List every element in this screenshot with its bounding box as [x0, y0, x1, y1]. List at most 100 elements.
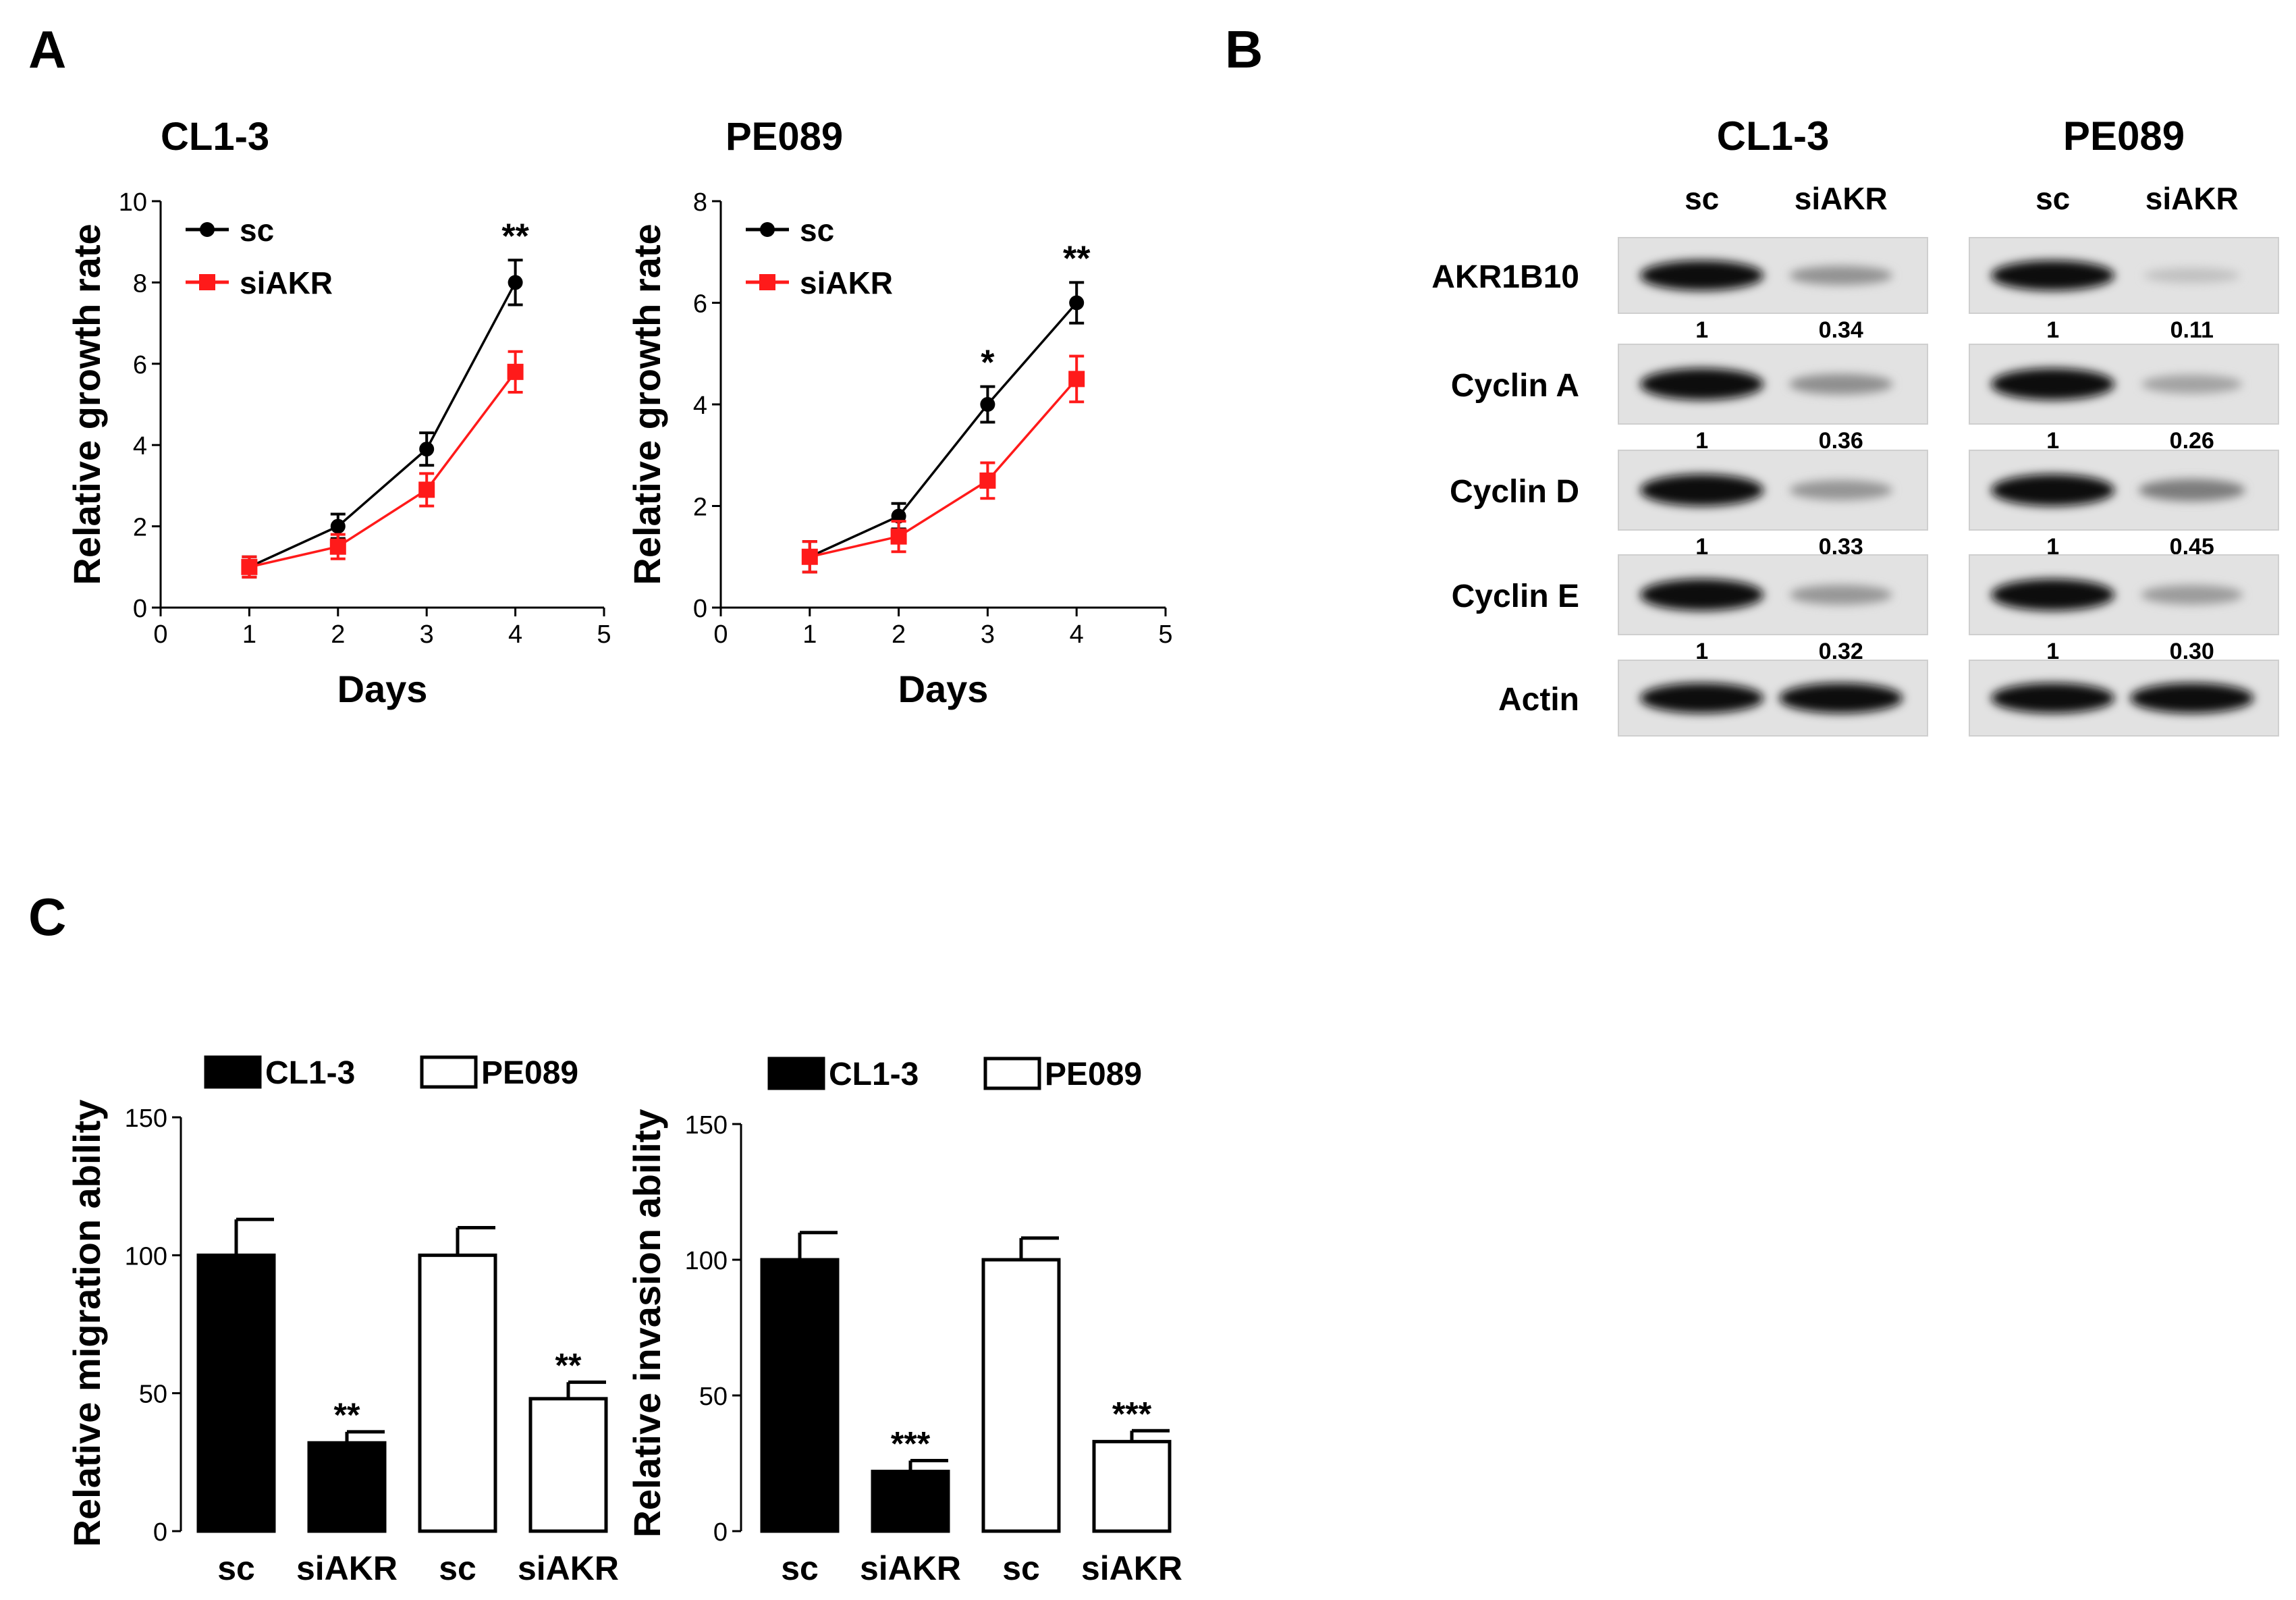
data-point-sc: [508, 275, 523, 290]
x-tick-label: 2: [331, 620, 345, 649]
bar-sc: [418, 1253, 497, 1533]
x-tick-label: 0: [713, 620, 728, 649]
lane-label-siAKR: siAKR: [2145, 181, 2239, 216]
y-tick-label: 150: [685, 1111, 728, 1140]
data-point-sc: [1069, 295, 1085, 311]
protein-band: [2143, 267, 2240, 284]
protein-band: [2138, 479, 2245, 502]
x-category-label: siAKR: [860, 1549, 961, 1587]
legend-marker-sc: [200, 222, 215, 237]
protein-label: Cyclin A: [1451, 368, 1579, 404]
significance-label: **: [1063, 239, 1091, 278]
y-tick-label: 6: [133, 351, 147, 379]
x-category-label: sc: [1002, 1549, 1040, 1587]
y-tick-label: 4: [133, 432, 147, 460]
migration-bar-chart: 0 50 100 150 Relative migration ability sc ** s…: [65, 1055, 619, 1587]
protein-label: AKR1B10: [1431, 259, 1579, 295]
legend-swatch-CL1-3: [204, 1055, 262, 1089]
y-tick-label: 2: [133, 514, 147, 542]
x-tick-label: 1: [802, 620, 817, 649]
growth-chart-cl13: CL1-3 0 2 4 6 8 10 0 1 2 3 4 5 Days Relative growth ra…: [65, 115, 611, 710]
x-axis-label: Days: [898, 668, 989, 710]
protein-label: Cyclin E: [1452, 579, 1579, 614]
data-point-sc: [980, 397, 995, 412]
significance-label: ***: [891, 1424, 931, 1462]
legend-swatch-PE089: [983, 1057, 1041, 1090]
series-line-sc: [809, 302, 1078, 558]
x-category-label: siAKR: [296, 1549, 398, 1587]
lane-label-siAKR: siAKR: [1795, 181, 1888, 216]
x-tick-label: 0: [153, 620, 167, 649]
bar-siAKR: [1092, 1439, 1172, 1533]
y-axis-label: Relative invasion ability: [626, 1109, 668, 1538]
y-tick-label: 100: [685, 1247, 728, 1275]
significance-label: **: [334, 1396, 360, 1434]
significance-label: **: [501, 217, 529, 256]
data-point-siAKR: [801, 548, 818, 565]
legend-label-sc: sc: [800, 213, 834, 248]
protein-band: [1640, 683, 1764, 714]
band-quantification: 0.34: [1819, 317, 1863, 343]
y-tick-label: 2: [693, 494, 707, 522]
legend-marker-siAKR: [759, 274, 775, 290]
bar-siAKR: [307, 1441, 387, 1533]
band-quantification: 1: [2046, 317, 2059, 343]
chart-title: PE089: [726, 115, 843, 159]
protein-band: [1640, 260, 1764, 291]
legend-label-PE089: PE089: [1045, 1057, 1142, 1092]
band-quantification: 1: [1695, 534, 1708, 560]
x-tick-label: 4: [508, 620, 522, 649]
protein-band: [1789, 265, 1893, 286]
legend-label-siAKR: siAKR: [800, 265, 893, 300]
bar-sc: [981, 1258, 1061, 1533]
significance-label: ***: [1112, 1395, 1152, 1433]
x-category-label: sc: [781, 1549, 819, 1587]
band-quantification: 1: [1695, 639, 1708, 664]
x-category-label: siAKR: [1081, 1549, 1182, 1587]
data-point-siAKR: [890, 528, 907, 545]
lane-label-sc: sc: [2035, 181, 2070, 216]
legend-marker-siAKR: [199, 274, 215, 290]
x-tick-label: 2: [892, 620, 906, 649]
y-axis-label: Relative migration ability: [65, 1100, 108, 1547]
significance-label: *: [981, 344, 995, 383]
band-quantification: 1: [1695, 317, 1708, 343]
protein-band: [1640, 368, 1764, 400]
protein-label: Cyclin D: [1450, 474, 1579, 510]
x-tick-label: 3: [420, 620, 434, 649]
data-point-siAKR: [241, 558, 258, 575]
data-point-siAKR: [979, 472, 996, 489]
panel-label-b: B: [1225, 20, 1263, 79]
x-tick-label: 1: [242, 620, 256, 649]
series-line-siAKR: [809, 378, 1078, 558]
x-tick-label: 5: [597, 620, 611, 649]
protein-label: Actin: [1498, 682, 1579, 718]
data-point-sc: [330, 518, 346, 534]
protein-band: [1991, 683, 2115, 714]
protein-band: [1788, 373, 1893, 395]
x-tick-label: 4: [1070, 620, 1084, 649]
significance-label: **: [555, 1346, 582, 1384]
band-quantification: 1: [1695, 428, 1708, 454]
y-tick-label: 8: [693, 188, 707, 217]
legend-swatch-CL1-3: [767, 1057, 825, 1090]
protein-band: [1991, 260, 2115, 291]
legend-marker-sc: [760, 222, 775, 237]
x-category-label: sc: [439, 1549, 476, 1587]
data-point-siAKR: [418, 481, 435, 498]
data-point-siAKR: [507, 363, 524, 380]
data-point-siAKR: [329, 538, 346, 555]
protein-band: [1991, 474, 2115, 506]
y-tick-label: 0: [713, 1518, 728, 1547]
data-point-siAKR: [1068, 371, 1085, 388]
x-axis-label: Days: [337, 668, 428, 710]
series-line-siAKR: [249, 371, 516, 568]
x-category-label: siAKR: [518, 1549, 619, 1587]
y-tick-label: 150: [125, 1104, 167, 1133]
y-tick-label: 100: [125, 1242, 167, 1271]
series-line-sc: [248, 282, 517, 568]
chart-title: CL1-3: [161, 115, 269, 159]
bar-siAKR: [528, 1397, 608, 1533]
blot-title-PE089: PE089: [2063, 113, 2185, 159]
